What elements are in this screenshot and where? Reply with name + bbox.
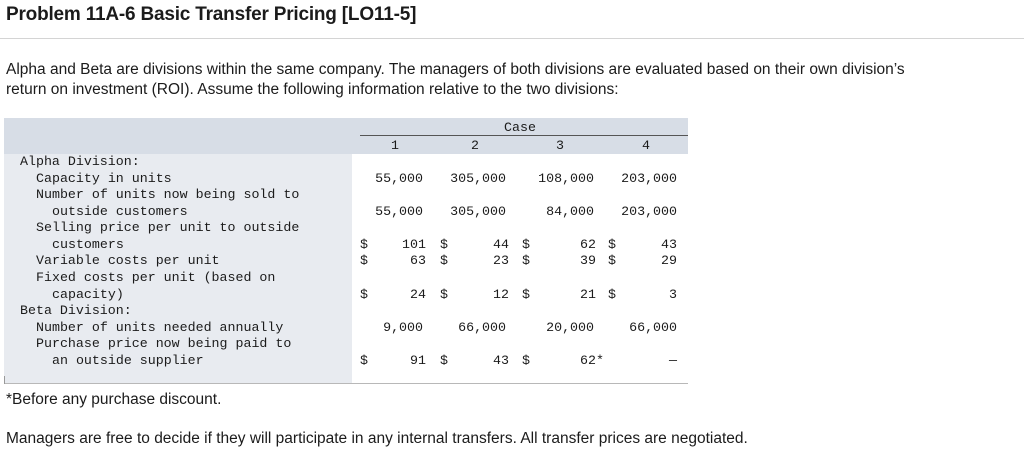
variable-costs-case-4: 29 [661,253,677,268]
variable-costs-case-2: 23 [493,253,509,268]
units-sold-label-line-2: outside customers [52,204,188,219]
transfer-pricing-table: Case 1 2 3 4 Alpha Division: Capacity in… [4,118,689,384]
purchase-price-label-line-1: Purchase price now being paid to [36,336,292,351]
capacity-case-4: 203,000 [621,171,677,186]
units-needed-case-4: 66,000 [629,320,677,335]
case-number-1: 1 [391,138,399,153]
case-number-4: 4 [642,138,650,153]
dollar-sign: $ [608,287,616,302]
units-sold-case-3: 84,000 [546,204,594,219]
dollar-sign: $ [440,353,448,368]
case-rule [360,135,688,136]
table-label-background [4,154,352,384]
variable-costs-case-3: 39 [580,253,596,268]
fixed-costs-case-4: 3 [669,287,677,302]
fixed-costs-label-line-1: Fixed costs per unit (based on [36,270,276,285]
dollar-sign: $ [360,287,368,302]
intro-paragraph: Alpha and Beta are divisions within the … [6,60,1018,100]
units-needed-label: Number of units needed annually [36,320,284,335]
units-sold-case-2: 305,000 [450,204,506,219]
dollar-sign: $ [360,353,368,368]
purchase-price-case-4: — [669,353,677,368]
footnote: *Before any purchase discount. [6,391,222,408]
dollar-sign: $ [522,353,530,368]
units-sold-label-line-1: Number of units now being sold to [36,187,300,202]
units-sold-case-4: 203,000 [621,204,677,219]
variable-costs-label: Variable costs per unit [36,253,220,268]
table-header-background [4,118,688,154]
dollar-sign: $ [440,237,448,252]
case-number-2: 2 [471,138,479,153]
selling-price-label-line-1: Selling price per unit to outside [36,220,300,235]
units-needed-case-3: 20,000 [546,320,594,335]
purchase-price-label-line-2: an outside supplier [52,353,204,368]
purchase-price-case-1: 91 [410,353,426,368]
variable-costs-case-1: 63 [410,253,426,268]
dollar-sign: $ [608,237,616,252]
selling-price-case-2: 44 [493,237,509,252]
beta-division-heading: Beta Division: [20,303,132,318]
intro-line-1: Alpha and Beta are divisions within the … [6,61,905,78]
purchase-price-case-2: 43 [493,353,509,368]
closing-paragraph: Managers are free to decide if they will… [6,430,748,447]
dollar-sign: $ [522,287,530,302]
units-needed-case-2: 66,000 [458,320,506,335]
intro-line-2: return on investment (ROI). Assume the f… [6,81,619,98]
case-number-3: 3 [556,138,564,153]
fixed-costs-case-3: 21 [580,287,596,302]
selling-price-case-4: 43 [661,237,677,252]
dollar-sign: $ [440,253,448,268]
fixed-costs-label-line-2: capacity) [52,287,124,302]
dollar-sign: $ [522,237,530,252]
dollar-sign: $ [360,253,368,268]
units-needed-case-1: 9,000 [383,320,423,335]
table-bottom-rule [4,383,688,384]
capacity-case-1: 55,000 [375,171,423,186]
case-header: Case [504,120,536,135]
fixed-costs-case-2: 12 [493,287,509,302]
fixed-costs-case-1: 24 [410,287,426,302]
dollar-sign: $ [608,253,616,268]
dollar-sign: $ [522,253,530,268]
alpha-division-heading: Alpha Division: [20,154,140,169]
dollar-sign: $ [360,237,368,252]
capacity-case-3: 108,000 [538,171,594,186]
dollar-sign: $ [440,287,448,302]
table-corner-tick [4,376,5,384]
selling-price-case-3: 62 [580,237,596,252]
units-sold-case-1: 55,000 [375,204,423,219]
capacity-case-2: 305,000 [450,171,506,186]
purchase-price-case-3: 62* [580,353,604,368]
selling-price-label-line-2: customers [52,237,124,252]
capacity-label: Capacity in units [36,171,172,186]
selling-price-case-1: 101 [402,237,426,252]
title-divider [0,38,1024,39]
page-title: Problem 11A-6 Basic Transfer Pricing [LO… [6,4,417,25]
